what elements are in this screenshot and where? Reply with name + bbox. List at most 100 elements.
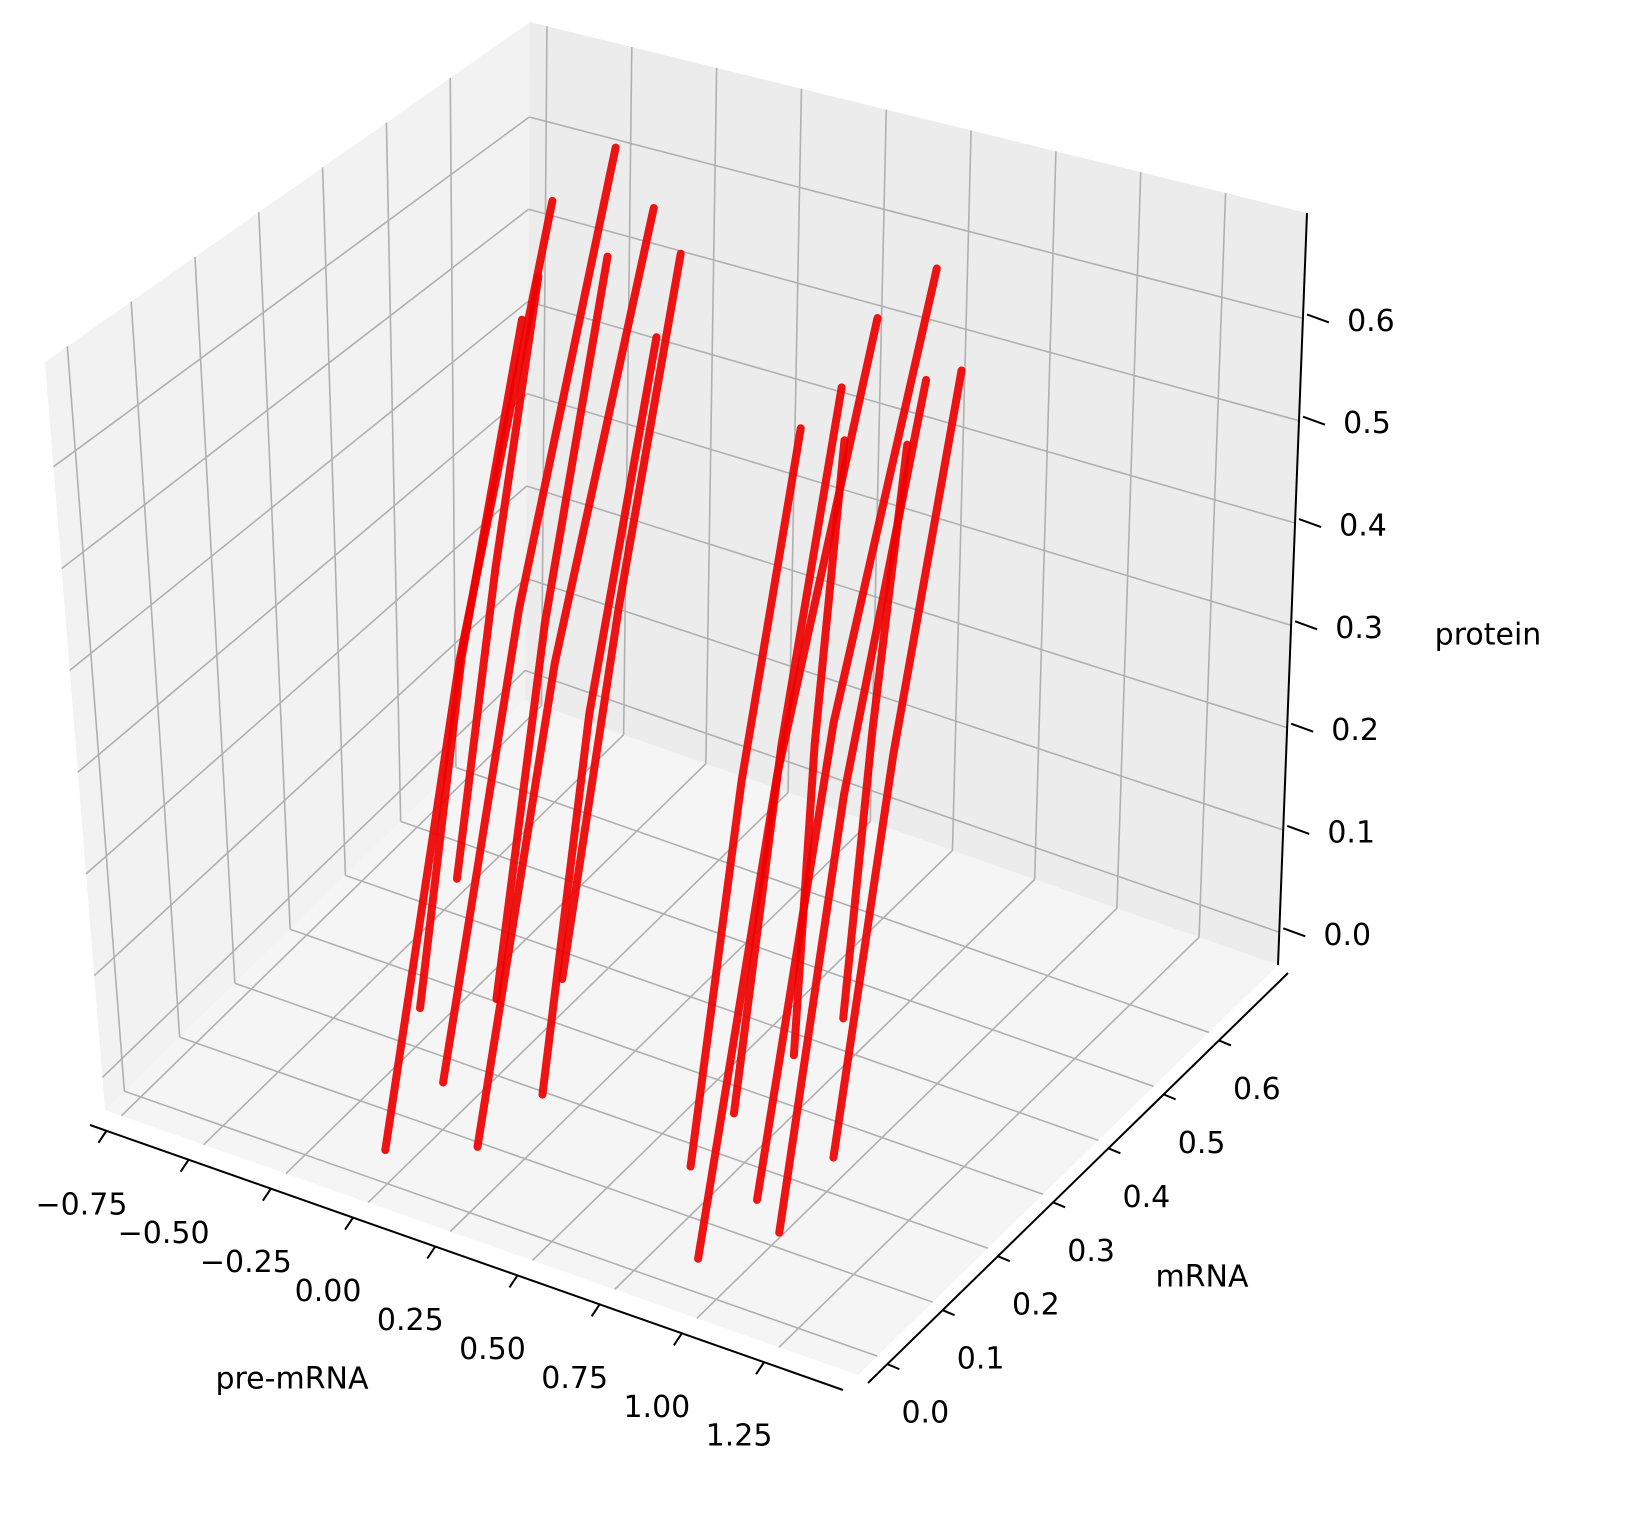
- grid-line: [321, 167, 347, 876]
- grid-line: [524, 669, 1280, 934]
- grid-line: [528, 208, 1300, 422]
- z-tick: [1294, 620, 1318, 631]
- grid-line: [529, 116, 1304, 320]
- grid-line: [1198, 192, 1227, 938]
- data-streak: [729, 383, 846, 1118]
- z-axis-label: protein: [1435, 618, 1542, 653]
- x-tick-label: 1.00: [623, 1390, 690, 1425]
- data-streak: [538, 333, 661, 1099]
- grid-line: [527, 392, 1292, 627]
- y-tick: [1163, 1093, 1177, 1101]
- grid-line: [614, 878, 1036, 1290]
- data-streak: [789, 436, 849, 1060]
- grid-line: [622, 47, 633, 735]
- y-tick-label: 0.2: [1012, 1288, 1060, 1323]
- axis-line: [867, 972, 1289, 1384]
- z-tick-label: 0.6: [1347, 304, 1395, 339]
- x-tick: [590, 1303, 601, 1317]
- grid-line: [705, 67, 718, 764]
- grid-line: [61, 208, 530, 570]
- z-tick: [1290, 722, 1314, 733]
- grid-line: [66, 346, 126, 1092]
- grid-line: [257, 212, 291, 930]
- data-streak: [416, 315, 526, 1013]
- grid-line: [540, 26, 548, 706]
- x-tick: [97, 1130, 108, 1144]
- grid-line: [449, 77, 457, 768]
- data-streak: [753, 264, 941, 1204]
- z-tick-label: 0.4: [1339, 509, 1387, 544]
- x-tick-label: 0.25: [377, 1303, 444, 1338]
- data-streak: [839, 440, 912, 1023]
- x-tick-label: 0.50: [459, 1332, 526, 1367]
- grid-line: [85, 485, 528, 875]
- data-streak: [829, 366, 966, 1162]
- grid-line: [194, 256, 236, 984]
- y-tick-label: 0.5: [1178, 1126, 1226, 1161]
- y-axis-label: mRNA: [1155, 1260, 1249, 1295]
- y-tick: [1108, 1147, 1121, 1155]
- data-streak: [452, 272, 543, 883]
- grid-line: [124, 1090, 878, 1357]
- z-tick: [1286, 825, 1310, 835]
- x-tick: [508, 1274, 519, 1288]
- grid-line: [93, 577, 527, 977]
- grid-line: [69, 300, 529, 671]
- grid-line: [179, 1036, 933, 1303]
- x-tick: [179, 1159, 190, 1173]
- x-tick-label: 1.25: [706, 1419, 773, 1454]
- data-streak: [439, 143, 620, 1087]
- x-tick: [755, 1361, 765, 1375]
- grid-line: [526, 485, 1288, 729]
- data-streak: [492, 252, 612, 1004]
- z-tick-label: 0.5: [1343, 406, 1391, 441]
- grid-line: [385, 122, 402, 822]
- z-tick-label: 0.0: [1323, 918, 1371, 953]
- y-tick-label: 0.4: [1123, 1180, 1171, 1215]
- x-tick-label: −0.50: [118, 1216, 210, 1251]
- x-tick: [344, 1217, 354, 1231]
- y-tick-label: 0.3: [1067, 1234, 1115, 1269]
- y-tick: [1218, 1039, 1232, 1047]
- grid-line: [1116, 172, 1142, 909]
- y-tick-label: 0.1: [957, 1342, 1005, 1377]
- x-tick-label: 0.00: [295, 1274, 362, 1309]
- grid-line: [449, 820, 871, 1233]
- x-tick-label: 0.75: [541, 1361, 608, 1396]
- y-tick: [1052, 1201, 1066, 1209]
- grid-line: [778, 936, 1200, 1348]
- z-tick-label: 0.2: [1331, 713, 1379, 748]
- data-streak: [473, 204, 658, 1151]
- z-tick: [1282, 927, 1306, 938]
- pane-back: [525, 22, 1307, 965]
- pane-floor: [105, 700, 1278, 1375]
- grid-line: [77, 393, 528, 773]
- z-tick: [1306, 313, 1330, 324]
- grid-line: [1033, 151, 1057, 880]
- data-streak: [558, 249, 685, 983]
- y-tick: [942, 1309, 955, 1317]
- x-tick: [426, 1245, 437, 1260]
- x-tick-label: −0.25: [200, 1245, 292, 1280]
- axis-line: [89, 1124, 844, 1391]
- axis-line: [1277, 212, 1308, 966]
- grid-line: [234, 982, 989, 1249]
- x-tick: [262, 1188, 272, 1202]
- z-tick: [1298, 518, 1322, 528]
- y-tick-label: 0.0: [901, 1396, 949, 1431]
- y-tick-label: 0.6: [1233, 1072, 1281, 1107]
- grid-line: [52, 116, 530, 468]
- grid-line: [285, 763, 707, 1175]
- grid-line: [951, 130, 972, 851]
- y-tick: [997, 1255, 1011, 1263]
- x-axis-label: pre-mRNA: [215, 1362, 369, 1397]
- x-tick-label: −0.75: [35, 1187, 127, 1222]
- x-tick: [673, 1332, 683, 1346]
- grid-line: [130, 301, 181, 1038]
- z-tick-label: 0.1: [1327, 815, 1375, 850]
- grid-line: [367, 792, 789, 1204]
- data-streak: [686, 424, 805, 1171]
- grid-line: [696, 907, 1118, 1319]
- y-tick: [886, 1363, 900, 1371]
